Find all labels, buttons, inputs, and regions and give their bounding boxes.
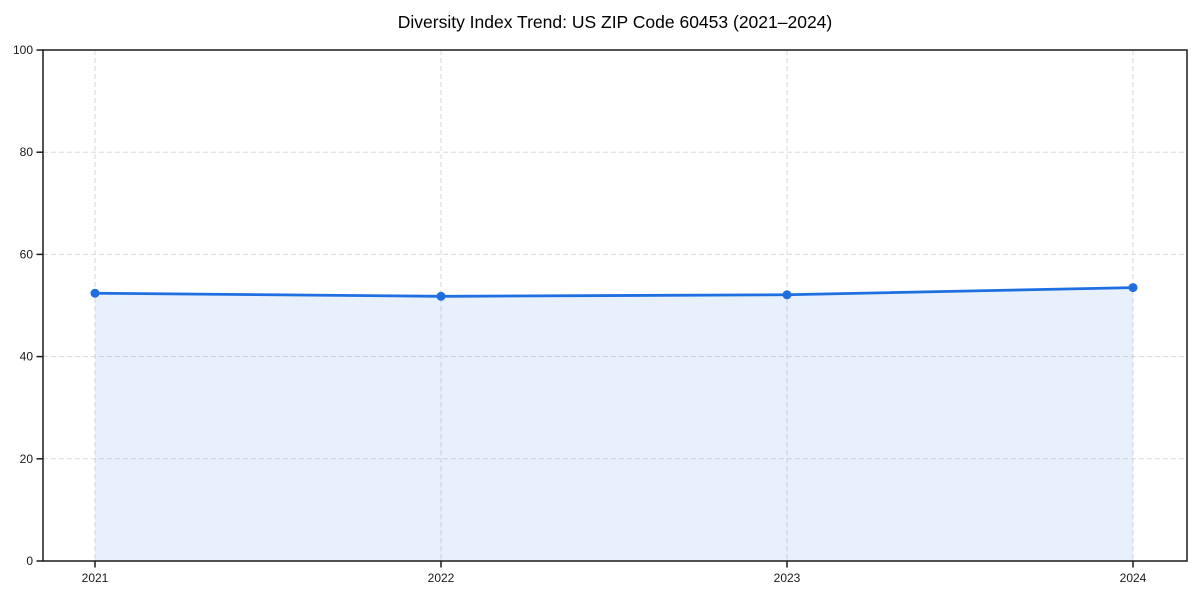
x-tick-label: 2022 [428,571,455,585]
axis-ticks: 0 20 40 60 80 100 2021 2022 2023 2024 [13,43,1147,585]
y-tick-label: 0 [26,554,33,568]
data-point-2024 [1128,283,1138,293]
x-tick-label: 2024 [1120,571,1147,585]
data-point-2023 [782,290,792,300]
x-tick-label: 2021 [82,571,109,585]
area-fill [95,287,1133,561]
y-tick-label: 60 [20,247,34,261]
x-tick-label: 2023 [774,571,801,585]
y-tick-label: 20 [20,452,34,466]
trend-line [93,286,1135,298]
y-tick-label: 100 [13,43,33,57]
y-tick-label: 40 [20,350,34,364]
plot-border [42,49,1188,562]
chart-title: Diversity Index Trend: US ZIP Code 60453… [398,12,833,32]
data-point-2022 [436,291,446,301]
y-tick-label: 80 [20,145,34,159]
data-point-2021 [90,288,100,298]
chart-plot-area: 0 20 40 60 80 100 2021 2022 2023 2024 [13,43,1188,585]
